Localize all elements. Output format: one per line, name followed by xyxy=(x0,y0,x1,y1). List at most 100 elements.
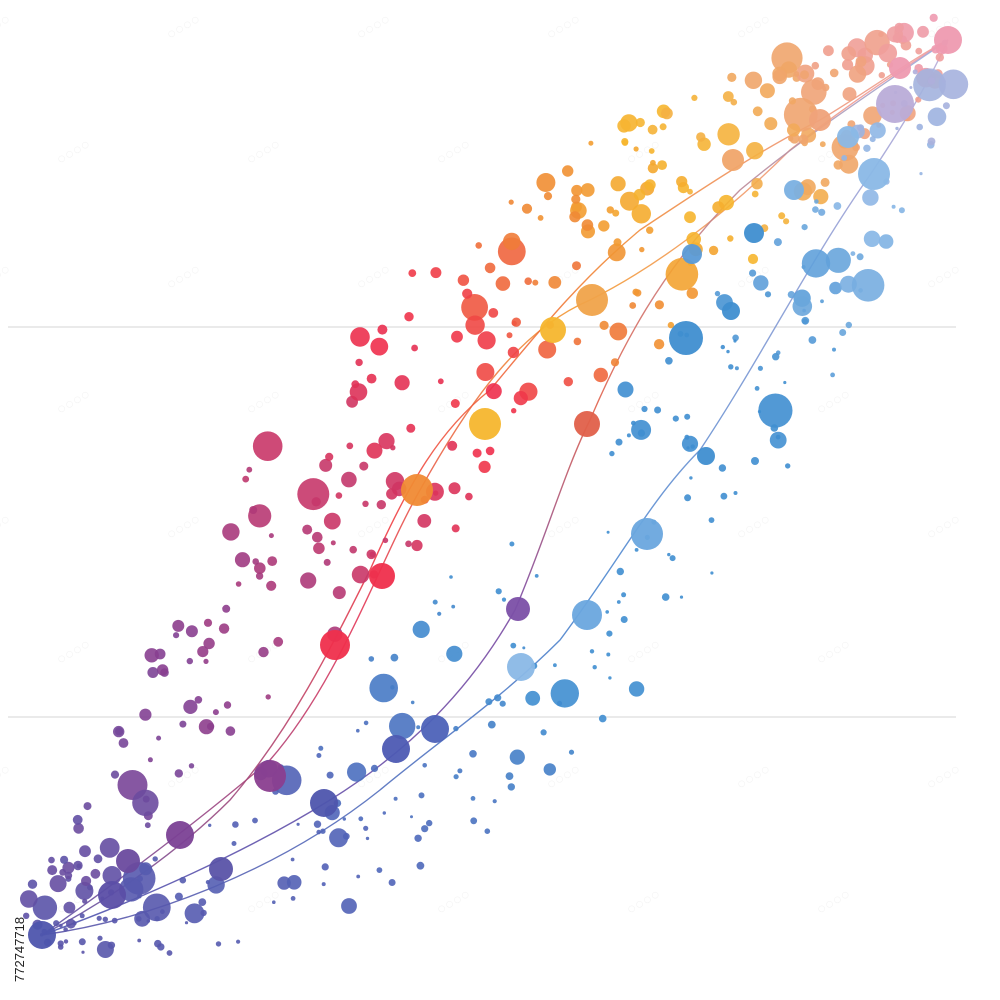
dot xyxy=(369,563,395,589)
dot xyxy=(537,215,544,221)
dot xyxy=(598,220,610,232)
dot xyxy=(543,192,553,201)
dot xyxy=(390,653,399,662)
dot xyxy=(667,552,671,557)
dot xyxy=(485,698,493,706)
dot xyxy=(609,450,615,457)
dot xyxy=(475,242,483,249)
dot xyxy=(850,251,856,256)
dot xyxy=(917,25,929,38)
dot xyxy=(647,124,658,135)
dot xyxy=(609,322,628,341)
dot xyxy=(49,875,67,893)
dot xyxy=(437,378,444,385)
dot xyxy=(722,91,734,102)
dot xyxy=(63,939,69,944)
dot xyxy=(727,72,737,82)
dot xyxy=(633,188,646,201)
dot xyxy=(28,921,56,949)
dot xyxy=(764,291,772,298)
dot xyxy=(132,789,159,816)
dot xyxy=(366,373,377,384)
dot xyxy=(687,188,693,195)
dot xyxy=(212,709,219,716)
dot xyxy=(927,137,936,146)
dot xyxy=(470,817,478,825)
dot xyxy=(513,391,528,406)
dot xyxy=(96,915,102,921)
dot xyxy=(297,478,330,511)
dot xyxy=(389,712,416,740)
dot xyxy=(53,920,60,927)
dot xyxy=(710,571,714,575)
dot xyxy=(173,632,180,639)
dot xyxy=(712,201,725,214)
dot xyxy=(631,518,663,550)
dot xyxy=(676,176,688,188)
dot xyxy=(93,854,103,864)
dot xyxy=(919,172,923,176)
dot xyxy=(72,814,83,825)
dot xyxy=(747,253,759,265)
dot xyxy=(697,447,715,465)
dot xyxy=(752,106,763,117)
watermark-glyph: ○○○○ xyxy=(544,11,584,44)
dot xyxy=(511,320,517,326)
dot xyxy=(411,539,423,552)
dot xyxy=(507,783,515,791)
dot xyxy=(27,879,38,889)
dot xyxy=(617,119,631,133)
dot xyxy=(772,353,780,361)
dot xyxy=(365,836,370,841)
dot xyxy=(633,146,639,152)
dot xyxy=(376,500,386,510)
watermark-glyph: ○○○○ xyxy=(734,761,774,794)
dot xyxy=(179,720,187,728)
dot xyxy=(808,336,817,344)
dot xyxy=(691,94,698,101)
dot xyxy=(102,866,122,885)
watermark-glyph: ○○○○ xyxy=(624,136,664,169)
dot xyxy=(453,774,459,780)
dot xyxy=(580,183,595,197)
dot xyxy=(878,234,894,249)
dot xyxy=(757,410,762,414)
dot xyxy=(417,514,432,528)
dot xyxy=(154,939,162,948)
dot xyxy=(358,816,364,822)
dot xyxy=(362,500,369,507)
dot xyxy=(488,308,499,318)
dot xyxy=(325,452,334,461)
dot xyxy=(366,442,383,459)
dot xyxy=(754,386,760,391)
dot xyxy=(272,900,276,904)
dot xyxy=(273,636,284,647)
dot xyxy=(223,701,232,709)
dot xyxy=(116,849,140,873)
dot xyxy=(757,365,764,371)
dot xyxy=(749,269,757,277)
dot xyxy=(751,190,759,198)
dot xyxy=(553,663,557,668)
dot xyxy=(484,262,496,274)
dot xyxy=(809,109,831,131)
dot xyxy=(613,238,622,247)
dot xyxy=(319,458,333,472)
dot xyxy=(152,856,158,862)
dot xyxy=(620,616,628,623)
dot xyxy=(64,871,73,880)
dot xyxy=(330,540,336,546)
dot xyxy=(571,184,583,197)
dot xyxy=(58,923,63,928)
dot xyxy=(401,474,433,506)
dot xyxy=(769,431,787,449)
watermark-glyph: ○○○○ xyxy=(434,136,474,169)
dot xyxy=(644,179,656,191)
dot xyxy=(368,656,375,662)
watermark-glyph: ○○○○ xyxy=(544,511,584,544)
dot xyxy=(370,337,389,356)
dot xyxy=(820,299,824,304)
dot xyxy=(572,261,581,271)
dot xyxy=(266,580,277,591)
dot xyxy=(889,57,911,79)
